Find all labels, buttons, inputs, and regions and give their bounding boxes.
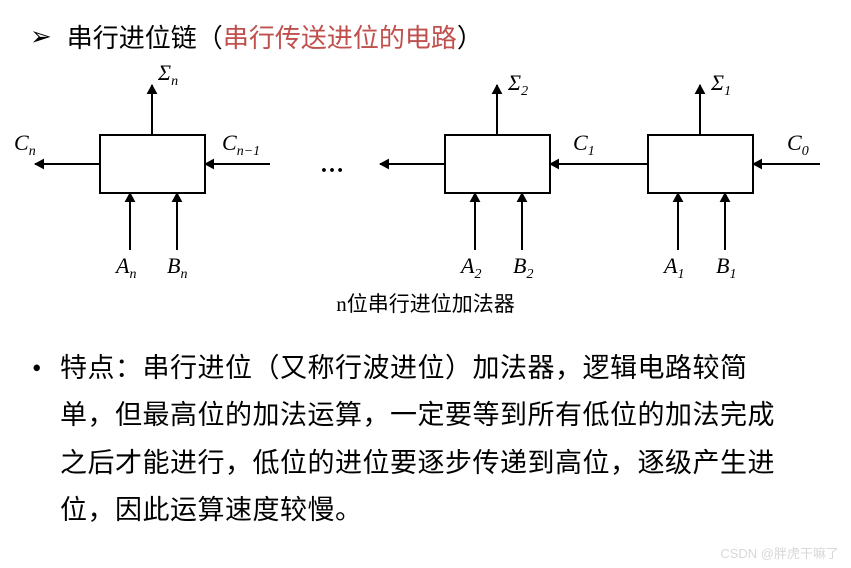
svg-text:B1: B1 — [716, 253, 736, 280]
svg-text:A2: A2 — [459, 253, 481, 280]
svg-text:…: … — [320, 152, 344, 178]
body-bullet: • — [32, 345, 42, 392]
diagram-caption: n位串行进位加法器 — [0, 288, 851, 318]
svg-text:Bn: Bn — [167, 253, 187, 280]
svg-text:C0: C0 — [787, 130, 809, 159]
body-text-content: 特点：串行进位（又称行波进位）加法器，逻辑电路较简单，但最高位的加法运算，一定要… — [60, 353, 775, 525]
svg-text:Cn−1: Cn−1 — [222, 130, 260, 159]
svg-text:A1: A1 — [662, 253, 684, 280]
svg-text:Σn: Σn — [157, 60, 178, 89]
svg-text:An: An — [114, 253, 136, 280]
carry-chain-diagram: Σn Cn Cn−1 An Bn Σ2 C1 A2 B2 Σ1 C0 A1 B1 … — [0, 50, 851, 280]
body-paragraph: • 特点：串行进位（又称行波进位）加法器，逻辑电路较简单，但最高位的加法运算，一… — [60, 345, 796, 534]
svg-text:Σ2: Σ2 — [507, 70, 528, 99]
svg-text:C1: C1 — [573, 130, 595, 159]
svg-text:Σ1: Σ1 — [710, 70, 731, 99]
svg-text:B2: B2 — [513, 253, 533, 280]
title-bullet: ➢ — [30, 21, 52, 52]
watermark: CSDN @胖虎干嘛了 — [720, 543, 839, 562]
svg-text:Cn: Cn — [14, 130, 36, 159]
